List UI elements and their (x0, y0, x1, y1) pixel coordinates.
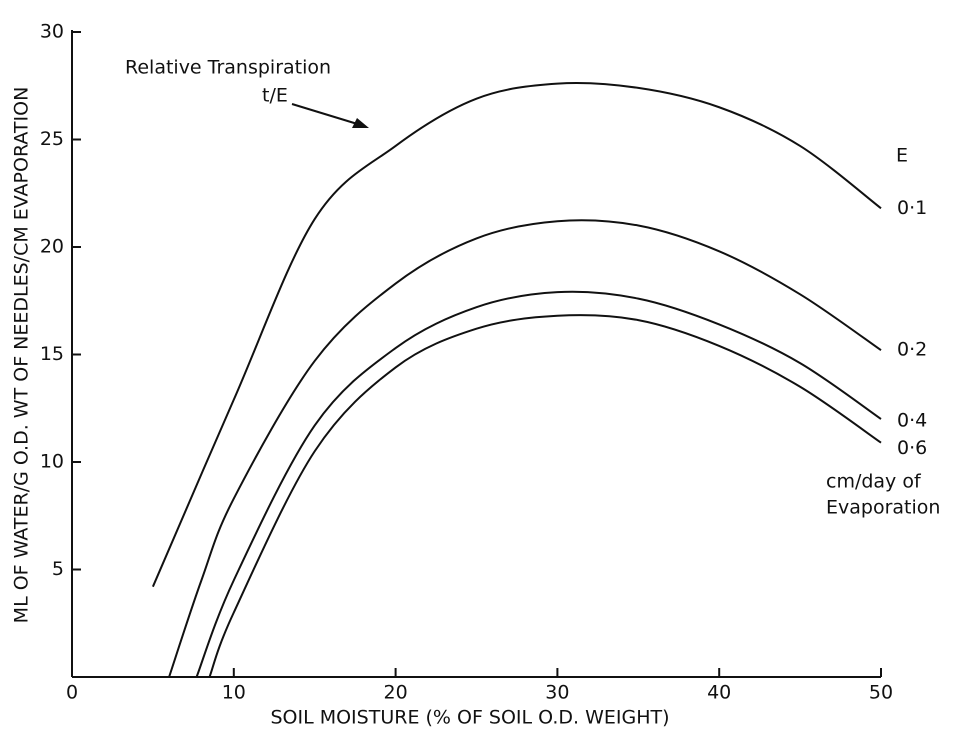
x-axis-label: SOIL MOISTURE (% OF SOIL O.D. WEIGHT) (270, 707, 669, 729)
series-label: 0·1 (897, 197, 927, 219)
series-line (195, 290, 882, 678)
series-label: 0·2 (897, 339, 927, 361)
annotation: t/E (262, 85, 288, 107)
y-tick-label: 15 (40, 343, 64, 365)
legend-note: cm/day of (826, 471, 922, 493)
y-axis-label: ML OF WATER/G O.D. WT OF NEEDLES/CM EVAP… (11, 87, 33, 624)
series-line (168, 219, 882, 678)
y-tick-label: 25 (40, 128, 64, 150)
arrow-head (352, 118, 369, 128)
x-tick-label: 30 (545, 682, 569, 704)
series-line (151, 81, 882, 588)
y-tick-label: 20 (40, 236, 64, 258)
x-tick-label: 20 (384, 682, 408, 704)
y-tick-label: 10 (40, 451, 64, 473)
series-line (208, 314, 882, 678)
series-label: 0·6 (897, 437, 927, 459)
annotation: Relative Transpiration (125, 57, 331, 79)
arrow (291, 103, 365, 127)
y-tick-label: 30 (40, 21, 64, 43)
x-tick-label: 0 (66, 682, 78, 704)
x-tick-label: 40 (707, 682, 731, 704)
legend-note: Evaporation (826, 497, 940, 519)
y-tick-label: 5 (52, 558, 64, 580)
series-label: 0·4 (897, 410, 927, 432)
legend-title: E (896, 145, 908, 167)
x-tick-label: 10 (222, 682, 246, 704)
x-tick-label: 50 (869, 682, 893, 704)
